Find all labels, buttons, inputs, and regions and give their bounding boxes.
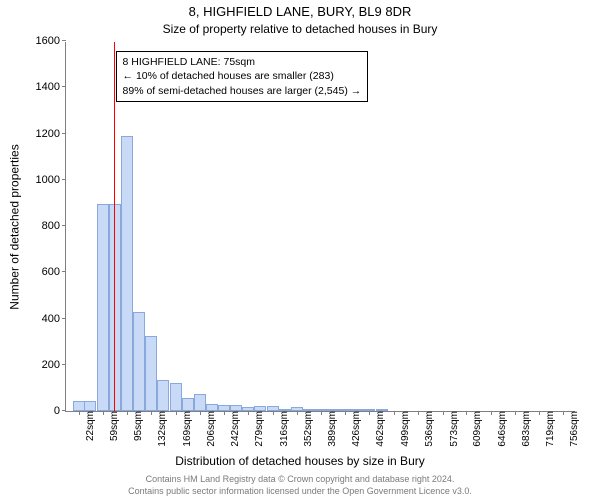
histogram-bar: [376, 409, 388, 411]
histogram-bar: [339, 409, 351, 411]
xtick-mark: [369, 411, 370, 415]
xtick-mark: [79, 411, 80, 415]
xtick-mark: [466, 411, 467, 415]
xtick-mark: [127, 411, 128, 415]
xtick-mark: [515, 411, 516, 415]
xtick-mark: [321, 411, 322, 415]
xtick-label: 279sqm: [252, 411, 265, 447]
xtick-label: 389sqm: [325, 411, 338, 447]
ytick-label: 800: [42, 220, 66, 232]
histogram-bar: [254, 406, 266, 411]
xtick-mark: [273, 411, 274, 415]
footer-line-1: Contains HM Land Registry data © Crown c…: [0, 474, 600, 486]
histogram-bar: [133, 312, 145, 411]
footer-attribution: Contains HM Land Registry data © Crown c…: [0, 474, 600, 497]
histogram-bar: [109, 204, 121, 411]
xtick-label: 609sqm: [470, 411, 483, 447]
histogram-bar: [97, 204, 109, 411]
histogram-bar: [194, 394, 206, 411]
xtick-label: 206sqm: [204, 411, 217, 447]
histogram-bar: [363, 409, 375, 411]
y-axis-label: Number of detached properties: [8, 42, 22, 412]
histogram-bar: [279, 409, 291, 411]
ytick-label: 0: [54, 405, 66, 417]
xtick-mark: [539, 411, 540, 415]
histogram-bar: [84, 401, 96, 411]
xtick-label: 95sqm: [131, 411, 144, 441]
xtick-mark: [345, 411, 346, 415]
histogram-bar: [267, 406, 279, 411]
histogram-bar: [170, 383, 182, 411]
x-axis-label: Distribution of detached houses by size …: [0, 454, 600, 468]
annotation-box: 8 HIGHFIELD LANE: 75sqm← 10% of detached…: [116, 51, 369, 102]
xtick-label: 573sqm: [447, 411, 460, 447]
xtick-mark: [224, 411, 225, 415]
xtick-label: 462sqm: [373, 411, 386, 447]
histogram-bar: [291, 407, 303, 411]
xtick-label: 756sqm: [567, 411, 580, 447]
histogram-bar: [218, 405, 230, 411]
xtick-mark: [248, 411, 249, 415]
ytick-label: 400: [42, 313, 66, 325]
histogram-bar: [230, 405, 242, 411]
xtick-label: 426sqm: [349, 411, 362, 447]
xtick-mark: [443, 411, 444, 415]
ytick-label: 1000: [36, 174, 66, 186]
ytick-label: 200: [42, 359, 66, 371]
plot-area: 0200400600800100012001400160022sqm59sqm9…: [65, 42, 575, 412]
xtick-label: 499sqm: [398, 411, 411, 447]
ytick-label: 1200: [36, 128, 66, 140]
histogram-bar: [73, 401, 85, 411]
xtick-label: 22sqm: [83, 411, 96, 441]
histogram-bar: [182, 398, 194, 411]
ytick-label: 1600: [36, 35, 66, 47]
xtick-mark: [563, 411, 564, 415]
xtick-label: 646sqm: [495, 411, 508, 447]
histogram-bar: [351, 409, 363, 411]
xtick-mark: [176, 411, 177, 415]
annotation-line: 89% of semi-detached houses are larger (…: [123, 84, 362, 98]
histogram-bar: [303, 409, 315, 411]
histogram-bar: [206, 404, 218, 411]
chart-container: 8, HIGHFIELD LANE, BURY, BL9 8DR Size of…: [0, 0, 600, 500]
annotation-line: ← 10% of detached houses are smaller (28…: [123, 69, 362, 83]
footer-line-2: Contains public sector information licen…: [0, 486, 600, 498]
histogram-bar: [121, 136, 133, 411]
xtick-label: 242sqm: [228, 411, 241, 447]
xtick-label: 683sqm: [519, 411, 532, 447]
xtick-mark: [103, 411, 104, 415]
xtick-label: 316sqm: [277, 411, 290, 447]
xtick-mark: [394, 411, 395, 415]
annotation-line: 8 HIGHFIELD LANE: 75sqm: [123, 55, 362, 69]
xtick-label: 59sqm: [107, 411, 120, 441]
xtick-label: 169sqm: [180, 411, 193, 447]
histogram-bar: [145, 336, 157, 411]
chart-title-main: 8, HIGHFIELD LANE, BURY, BL9 8DR: [0, 4, 600, 19]
ytick-label: 1400: [36, 81, 66, 93]
xtick-mark: [297, 411, 298, 415]
xtick-label: 352sqm: [301, 411, 314, 447]
xtick-mark: [151, 411, 152, 415]
xtick-mark: [418, 411, 419, 415]
histogram-bar: [157, 380, 169, 411]
xtick-label: 536sqm: [422, 411, 435, 447]
ytick-label: 600: [42, 266, 66, 278]
histogram-bar: [242, 407, 254, 411]
xtick-mark: [200, 411, 201, 415]
chart-title-sub: Size of property relative to detached ho…: [0, 22, 600, 36]
histogram-bar: [327, 409, 339, 411]
xtick-mark: [491, 411, 492, 415]
xtick-label: 132sqm: [155, 411, 168, 447]
histogram-bar: [315, 409, 327, 411]
xtick-label: 719sqm: [543, 411, 556, 447]
reference-line: [114, 42, 115, 411]
